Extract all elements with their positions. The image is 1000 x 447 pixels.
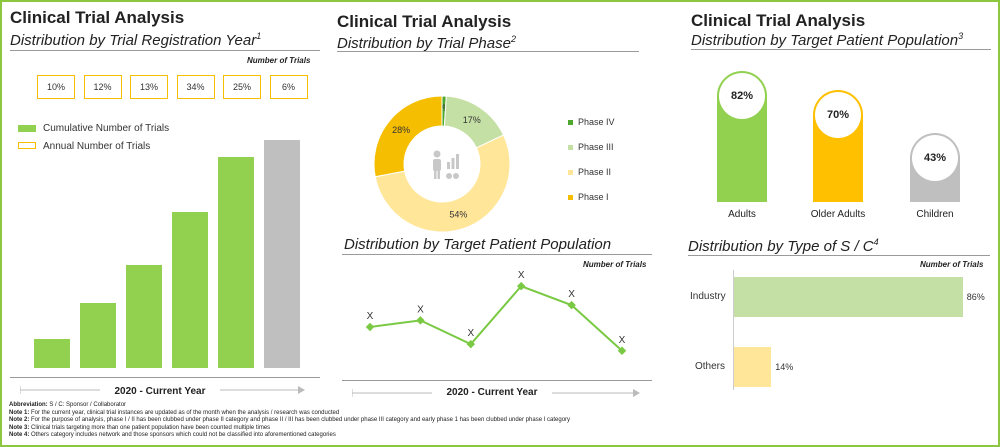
population-series-line bbox=[369, 284, 623, 352]
line-point-label: X bbox=[568, 289, 575, 300]
footnotes: Abbreviation: S / C: Sponsor / Collabora… bbox=[9, 402, 570, 440]
line-point bbox=[365, 322, 375, 332]
right-title-divider bbox=[691, 49, 991, 50]
footnote-line: Note 3: Clinical trials targeting more t… bbox=[9, 424, 271, 431]
mid-panel-title: Clinical Trial Analysis bbox=[337, 12, 512, 31]
right-panel-title: Clinical Trial Analysis bbox=[691, 11, 866, 30]
cumulative-bar bbox=[172, 212, 208, 368]
left-panel-title: Clinical Trial Analysis bbox=[10, 8, 185, 27]
footnote-line: Note 1: For the current year, clinical t… bbox=[9, 409, 340, 416]
donut-slice-label: 1% bbox=[437, 103, 450, 113]
donut-slice-label: 28% bbox=[392, 125, 410, 135]
cumulative-bar bbox=[218, 156, 254, 368]
cumulative-bar bbox=[264, 140, 300, 368]
hbar-title-divider bbox=[688, 255, 990, 256]
phase-legend-label: Phase II bbox=[578, 167, 612, 177]
mid-title-divider bbox=[337, 51, 639, 52]
phase-legend-item: Phase IV bbox=[568, 117, 615, 127]
left-number-of-trials-label: Number of Trials bbox=[247, 56, 311, 65]
footnote-line: Note 2: For the purpose of analysis, pha… bbox=[9, 417, 571, 423]
phase-legend-label: Phase III bbox=[578, 142, 614, 152]
donut-slice bbox=[373, 95, 443, 178]
phase-legend-label: Phase I bbox=[578, 192, 609, 202]
line-point-label: X bbox=[467, 328, 474, 339]
mid-number-of-trials-label: Number of Trials bbox=[583, 260, 647, 269]
annual-percent-box: 13% bbox=[130, 75, 168, 99]
sponsor-type-bar bbox=[734, 347, 772, 387]
sponsor-type-bar bbox=[734, 277, 963, 317]
cumulative-bar bbox=[80, 303, 116, 368]
line-point-label: X bbox=[417, 304, 424, 315]
sponsor-type-value: 86% bbox=[966, 292, 985, 302]
cumulative-bar bbox=[34, 339, 70, 368]
cumulative-legend-label: Cumulative Number of Trials bbox=[43, 123, 170, 134]
sponsor-type-label: Others bbox=[695, 361, 726, 372]
annual-percent-box: 6% bbox=[269, 75, 308, 99]
phase-legend-item: Phase III bbox=[568, 142, 614, 152]
cumulative-bar bbox=[126, 264, 162, 368]
line-point-label: X bbox=[367, 311, 374, 322]
left-bottom-divider bbox=[10, 377, 320, 378]
left-panel-subtitle: Distribution by Trial Registration Year1 bbox=[10, 31, 262, 49]
donut-slice-label: 54% bbox=[449, 209, 467, 219]
mid-bottom-divider bbox=[342, 380, 652, 381]
footnote-line: Abbreviation: S / C: Sponsor / Collabora… bbox=[9, 402, 127, 408]
mid-panel-subtitle: Distribution by Trial Phase2 bbox=[337, 34, 516, 52]
line-point bbox=[617, 346, 627, 355]
mid-axis-label: 2020 - Current Year bbox=[432, 387, 552, 398]
annual-percent-box: 12% bbox=[83, 75, 122, 99]
line-title-divider bbox=[342, 254, 652, 255]
phase-legend-swatch bbox=[568, 195, 573, 201]
population-category-label: Older Adults bbox=[810, 209, 866, 220]
population-category-label: Children bbox=[916, 209, 954, 220]
footnote-line: Note 4: Others category includes network… bbox=[9, 432, 336, 438]
line-point-label: X bbox=[619, 335, 626, 346]
population-category-label: Adults bbox=[728, 209, 756, 220]
phase-legend-swatch bbox=[568, 145, 573, 151]
line-point bbox=[567, 300, 576, 310]
annual-legend-swatch bbox=[18, 142, 36, 149]
patient-research-icon bbox=[433, 150, 459, 179]
sponsor-type-value: 14% bbox=[775, 362, 794, 372]
right-panel-subtitle: Distribution by Target Patient Populatio… bbox=[691, 31, 964, 49]
population-pill-value: 70% bbox=[815, 92, 861, 138]
left-title-divider bbox=[10, 50, 320, 51]
annual-legend-label: Annual Number of Trials bbox=[43, 141, 151, 152]
hbar-subtitle: Distribution by Type of S / C4 bbox=[688, 237, 879, 255]
population-line-chart: X X X X X X bbox=[365, 270, 627, 355]
donut-slice bbox=[374, 134, 511, 233]
line-point-label: X bbox=[518, 270, 525, 281]
population-pill-value: 82% bbox=[719, 72, 765, 119]
phase-legend-swatch bbox=[568, 120, 573, 126]
phase-donut-chart: 1% 17% 54% 28% bbox=[373, 95, 511, 233]
phase-legend-swatch bbox=[568, 170, 573, 176]
line-chart-subtitle: Distribution by Target Patient Populatio… bbox=[344, 236, 612, 253]
cumulative-legend-swatch bbox=[18, 125, 36, 132]
population-pill-value: 43% bbox=[912, 135, 958, 182]
annual-percent-box: 25% bbox=[223, 75, 261, 99]
right-number-of-trials-label: Number of Trials bbox=[920, 260, 984, 269]
line-point bbox=[416, 316, 425, 325]
hbar-axis-line bbox=[733, 270, 734, 390]
phase-legend-item: Phase II bbox=[568, 167, 611, 177]
phase-legend-item: Phase I bbox=[568, 192, 609, 202]
annual-percent-box: 10% bbox=[37, 75, 75, 99]
sponsor-type-label: Industry bbox=[690, 291, 726, 302]
donut-slice-label: 17% bbox=[463, 115, 481, 125]
annual-percent-box: 34% bbox=[176, 75, 215, 99]
left-axis-label: 2020 - Current Year bbox=[100, 386, 220, 397]
phase-legend-label: Phase IV bbox=[578, 117, 615, 127]
